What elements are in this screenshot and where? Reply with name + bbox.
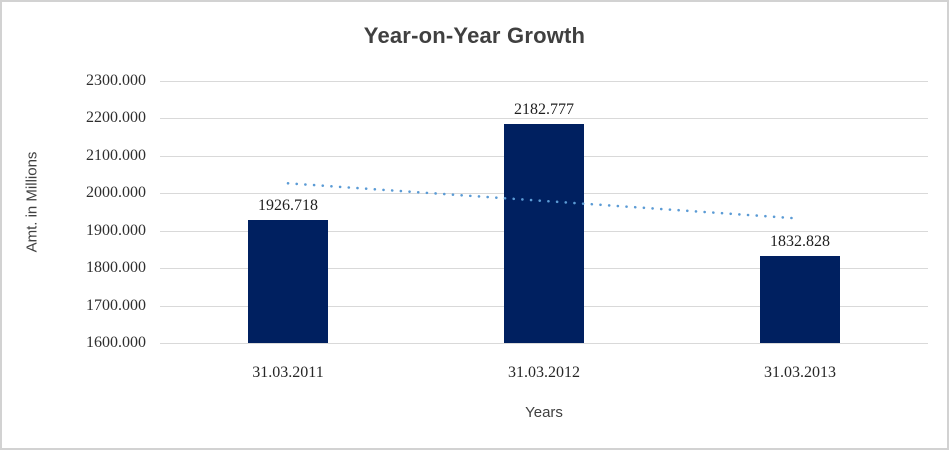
y-tick-label: 1800.000 xyxy=(86,259,146,277)
data-label: 1832.828 xyxy=(770,232,830,250)
x-axis-title: Years xyxy=(525,404,563,421)
y-tick-label: 2000.000 xyxy=(86,184,146,202)
y-tick-label: 1600.000 xyxy=(86,334,146,351)
y-tick-label: 1700.000 xyxy=(86,296,146,314)
x-tick-label: 31.03.2011 xyxy=(252,364,324,381)
trendline xyxy=(286,182,802,220)
x-tick-label: 31.03.2012 xyxy=(508,364,580,381)
y-tick-label: 1900.000 xyxy=(86,221,146,239)
x-tick-label: 31.03.2013 xyxy=(764,364,836,381)
plot-area: 1926.718 2182.777 1832.828 xyxy=(160,81,928,344)
gridline xyxy=(160,81,928,82)
x-axis-line xyxy=(160,343,928,344)
y-tick-label: 2200.000 xyxy=(86,109,146,127)
y-tick-label: 2300.000 xyxy=(86,72,146,89)
bar-31.03.2012 xyxy=(504,124,584,343)
data-label: 1926.718 xyxy=(258,197,318,215)
gridline xyxy=(160,118,928,120)
data-label: 2182.777 xyxy=(514,101,574,119)
chart-title: Year-on-Year Growth xyxy=(363,23,586,48)
bar-31.03.2013 xyxy=(760,255,840,343)
y-tick-label: 2100.000 xyxy=(86,146,146,164)
bar-31.03.2011 xyxy=(248,220,328,343)
